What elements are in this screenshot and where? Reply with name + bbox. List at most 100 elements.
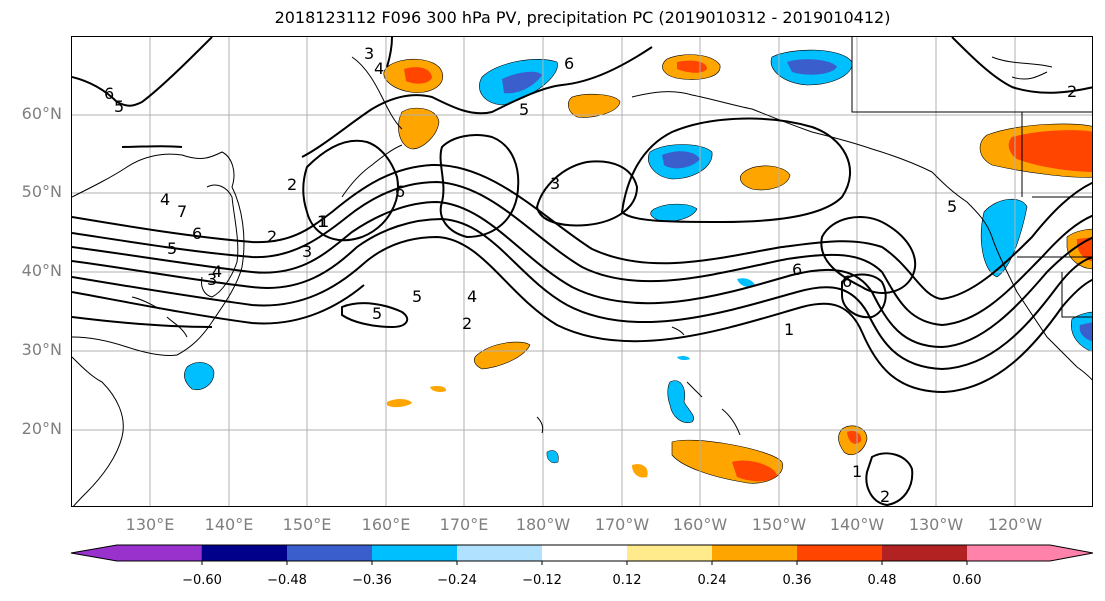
contour-label: 5 xyxy=(372,304,382,323)
colorbar-tick-label: 0.48 xyxy=(867,573,897,588)
lon-label-160e: 160°E xyxy=(361,515,411,534)
contour-label: 4 xyxy=(374,59,384,78)
precip-blob xyxy=(787,59,837,75)
lon-label-160w: 160°W xyxy=(672,515,728,534)
contour-label: 5 xyxy=(947,197,957,216)
colorbar-tick-label: −0.12 xyxy=(522,573,562,588)
precip-blob xyxy=(650,203,698,222)
precip-blob xyxy=(662,151,700,169)
coastlines xyxy=(72,37,1092,506)
lat-label-60n: 60°N xyxy=(21,104,62,123)
colorbar-segment xyxy=(882,545,967,561)
precip-blob xyxy=(1008,130,1092,172)
map-panel: 3 4 6 5 6 2 6 5 4 7 6 5 3 3 2 1 3 6 5 4 … xyxy=(71,36,1093,507)
lon-label-180w: 180°W xyxy=(515,515,571,534)
map-title: 2018123112 F096 300 hPa PV, precipitatio… xyxy=(274,8,891,27)
colorbar-tick-label: 0.12 xyxy=(612,573,642,588)
pv-contours xyxy=(72,37,1092,506)
colorbar-tick-label: 0.36 xyxy=(782,573,812,588)
colorbar-tick-label: −0.48 xyxy=(267,573,307,588)
contour-label: 3 xyxy=(364,44,374,63)
contour-label: 5 xyxy=(412,287,422,306)
precip-blob xyxy=(847,431,862,444)
contour-label: 2 xyxy=(267,227,277,246)
precip-blob xyxy=(677,355,690,361)
contour-label: 1 xyxy=(784,320,794,339)
lon-label-130e: 130°E xyxy=(125,515,175,534)
contour-label: 2 xyxy=(287,175,297,194)
contour-label: 6 xyxy=(104,84,114,103)
precip-blob xyxy=(430,386,447,392)
colorbar-segment xyxy=(202,545,287,561)
precip-blob xyxy=(632,464,648,478)
precip-blob xyxy=(546,450,559,464)
lat-label-50n: 50°N xyxy=(21,182,62,201)
contour-label: 1 xyxy=(317,212,327,231)
lon-label-140w: 140°W xyxy=(829,515,885,534)
lon-label-120w: 120°W xyxy=(987,515,1043,534)
contour-label: 3 xyxy=(207,270,217,289)
precip-blob xyxy=(502,71,542,94)
lon-label-130w: 130°W xyxy=(908,515,964,534)
contour-label: 1 xyxy=(852,462,862,481)
lat-label-30n: 30°N xyxy=(21,340,62,359)
contour-label: 5 xyxy=(519,100,529,119)
precip-blob xyxy=(1079,322,1092,342)
contour-labels: 3 4 6 5 6 2 6 5 4 7 6 5 3 3 2 1 3 6 5 4 … xyxy=(104,44,1077,506)
contour-label: 4 xyxy=(160,190,170,209)
colorbar-segment xyxy=(627,545,712,561)
colorbar-segment xyxy=(287,545,372,561)
contour-label: 5 xyxy=(167,239,177,258)
contour-label: 3 xyxy=(550,174,560,193)
colorbar-ticks xyxy=(201,561,968,565)
contour-label: 7 xyxy=(177,202,187,221)
lon-label-150e: 150°E xyxy=(282,515,332,534)
contour-label: 6 xyxy=(792,260,802,279)
contour-label: 6 xyxy=(192,224,202,243)
contour-label: 6 xyxy=(395,182,405,201)
contour-label: 2 xyxy=(880,487,890,506)
lon-label-150w: 150°W xyxy=(751,515,807,534)
contour-label: 4 xyxy=(212,262,222,281)
colorbar xyxy=(70,544,1094,565)
colorbar-outline xyxy=(70,544,1094,562)
colorbar-segment xyxy=(70,544,203,562)
precip-blob xyxy=(387,399,412,408)
lat-label-40n: 40°N xyxy=(21,261,62,280)
contour-label: 3 xyxy=(302,242,312,261)
colorbar-tick-label: −0.24 xyxy=(437,573,477,588)
map-canvas: 3 4 6 5 6 2 6 5 4 7 6 5 3 3 2 1 3 6 5 4 … xyxy=(72,37,1092,506)
precip-shading xyxy=(183,49,1092,484)
contour-label: 6 xyxy=(564,54,574,73)
precip-blob xyxy=(568,93,621,118)
colorbar-segment xyxy=(967,545,1093,561)
colorbar-segment xyxy=(457,545,542,561)
contour-label: 4 xyxy=(467,287,477,306)
precip-blob xyxy=(404,67,432,84)
colorbar-segment xyxy=(542,545,627,561)
lat-label-20n: 20°N xyxy=(21,419,62,438)
lon-label-170e: 170°E xyxy=(439,515,489,534)
precip-blob xyxy=(739,165,791,191)
contour-label: 1 xyxy=(319,212,329,231)
contour-label: 2 xyxy=(462,314,472,333)
precip-blob xyxy=(981,199,1028,278)
colorbar-segment xyxy=(797,545,882,561)
graticule xyxy=(72,37,1092,506)
precip-blob xyxy=(398,107,440,150)
colorbar-tick-label: −0.60 xyxy=(182,573,222,588)
contour-label: 6 xyxy=(842,272,852,291)
precip-blob xyxy=(667,380,694,423)
colorbar-segment xyxy=(372,545,457,561)
lon-label-170w: 170°W xyxy=(594,515,650,534)
lon-label-140e: 140°E xyxy=(204,515,254,534)
precip-blob xyxy=(183,362,215,390)
colorbar-tick-label: 0.24 xyxy=(697,573,727,588)
contour-label: 2 xyxy=(1067,82,1077,101)
precip-blob xyxy=(737,278,755,287)
colorbar-tick-label: 0.60 xyxy=(952,573,982,588)
precip-blob xyxy=(473,341,531,370)
precip-blob xyxy=(732,460,777,482)
colorbar-segment xyxy=(712,545,797,561)
contour-label: 5 xyxy=(114,97,124,116)
